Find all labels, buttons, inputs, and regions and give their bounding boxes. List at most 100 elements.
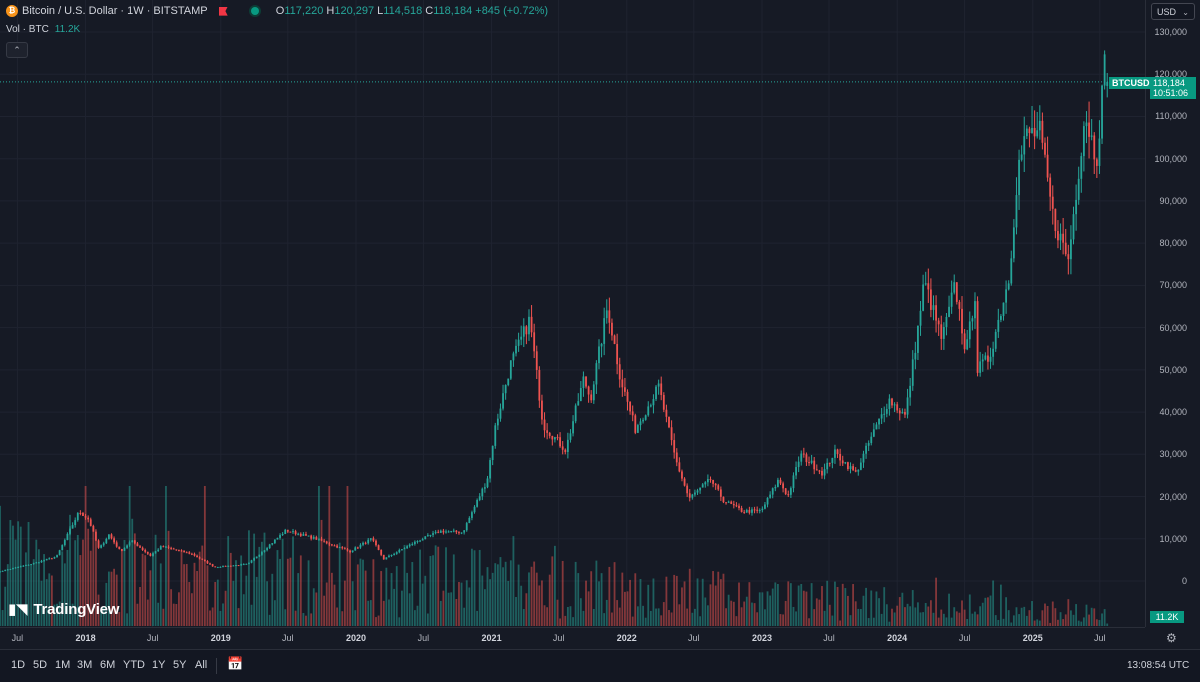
candle-body	[136, 543, 139, 547]
candle-body	[333, 545, 336, 547]
time-axis[interactable]: Jul 2018 Jul 2019 Jul 2020 Jul 2021 Jul 2022 Jul 20…	[0, 627, 1145, 650]
candle-body	[987, 355, 989, 362]
volume-bar	[82, 539, 84, 626]
candle-body	[704, 482, 707, 485]
volume-bar	[1031, 601, 1033, 626]
timeframe-1m-button[interactable]: 1M	[55, 659, 71, 671]
volume-bar	[878, 598, 880, 626]
volume-bar	[178, 592, 180, 626]
volume-bar	[120, 549, 123, 626]
go-to-date-icon[interactable]: 📅	[227, 656, 244, 671]
timeframe-3m-button[interactable]: 3M	[77, 659, 93, 671]
volume-bar	[595, 560, 598, 626]
collapse-legend-button[interactable]: ⌃	[6, 42, 28, 58]
candle-body	[543, 419, 546, 431]
candle-body	[398, 549, 401, 553]
volume-bar	[712, 571, 714, 626]
volume-legend[interactable]: Vol · BTC 11.2K	[6, 24, 80, 35]
candle-body	[753, 509, 756, 511]
candle-body	[22, 565, 25, 567]
symbol-title[interactable]: Bitcoin / U.S. Dollar · 1W · BITSTAMP	[22, 5, 208, 18]
timeframe-1d-button[interactable]: 1D	[11, 659, 26, 671]
volume-bar	[896, 605, 899, 626]
candle-body	[1090, 135, 1093, 137]
candle-body	[144, 549, 147, 552]
volume-bar	[865, 587, 867, 626]
time-axis-label: 2024	[887, 633, 908, 643]
candle-body	[776, 479, 779, 487]
volume-bar	[255, 576, 258, 626]
candle-body	[299, 533, 302, 536]
utc-clock[interactable]: 13:08:54 UTC	[1127, 660, 1190, 671]
volume-bar	[206, 565, 209, 626]
candle-body	[917, 325, 919, 353]
timeframe-all-button[interactable]: All	[195, 659, 208, 671]
candle-body	[922, 284, 925, 311]
settings-gear-icon[interactable]: ⚙	[1166, 631, 1177, 645]
candle-body	[126, 545, 128, 548]
volume-bar	[426, 613, 429, 626]
volume-bar	[458, 581, 460, 626]
symbol-legend[interactable]: ₿ Bitcoin / U.S. Dollar · 1W · BITSTAMP O…	[6, 5, 548, 18]
tradingview-logo[interactable]: ▮◥ TradingView	[8, 600, 119, 618]
price-chart-area[interactable]	[0, 0, 1145, 627]
volume-bar	[828, 604, 831, 626]
volume-bar	[598, 581, 600, 626]
volume-bar	[1070, 610, 1072, 626]
candle-body	[413, 541, 416, 545]
volume-bar	[813, 609, 816, 626]
volume-bar	[84, 486, 87, 626]
volume-bar	[53, 604, 56, 626]
volume-bar	[154, 534, 157, 626]
volume-bar	[751, 602, 753, 626]
volume-bar	[333, 584, 336, 626]
volume-bar	[266, 581, 268, 626]
candle-body	[870, 436, 873, 444]
volume-bar	[987, 597, 989, 626]
timeframe-5d-button[interactable]: 5D	[33, 659, 48, 671]
candle-body	[909, 385, 912, 398]
candle-body	[419, 540, 421, 542]
volume-bar	[948, 593, 950, 626]
volume-bar	[1093, 608, 1096, 626]
market-status-icon[interactable]	[250, 7, 259, 16]
volume-bar	[924, 602, 927, 626]
volume-bar	[483, 589, 486, 626]
volume-bar	[271, 573, 274, 626]
volume-bar	[292, 536, 294, 626]
candle-body	[105, 538, 108, 544]
volume-bar	[209, 610, 211, 626]
candle-body	[439, 530, 442, 533]
candle-body	[831, 457, 834, 464]
flag-icon[interactable]	[218, 6, 228, 16]
candle-body	[222, 565, 224, 567]
candle-body	[802, 453, 805, 455]
candle-body	[961, 308, 963, 334]
timeframe-1y-button[interactable]: 1Y	[152, 659, 166, 671]
candle-body	[279, 535, 281, 538]
volume-bar	[683, 581, 686, 626]
candle-body	[245, 563, 248, 565]
price-axis-label: 60,000	[1159, 322, 1187, 333]
candle-body	[193, 553, 196, 556]
currency-selector[interactable]: USD ⌄	[1151, 3, 1195, 20]
candle-body	[681, 471, 683, 479]
price-axis[interactable]: 130,000 120,000 110,000 100,000 90,000 80,000…	[1145, 0, 1200, 627]
volume-bar	[867, 618, 870, 626]
candle-body	[219, 566, 222, 568]
volume-bar	[569, 606, 572, 626]
timeframe-5y-button[interactable]: 5Y	[173, 659, 187, 671]
candle-body	[463, 530, 466, 533]
candle-body	[30, 564, 33, 566]
volume-bar	[694, 608, 696, 626]
time-axis-label: 2021	[481, 633, 502, 643]
timeframe-ytd-button[interactable]: YTD	[123, 659, 145, 671]
chart-svg[interactable]	[0, 0, 1145, 627]
volume-bar	[880, 613, 883, 626]
volume-bar	[25, 552, 27, 626]
volume-bar	[338, 542, 341, 626]
timeframe-6m-button[interactable]: 6M	[100, 659, 116, 671]
volume-bar	[310, 613, 313, 626]
candle-body	[1085, 122, 1088, 127]
candle-body	[458, 532, 460, 534]
